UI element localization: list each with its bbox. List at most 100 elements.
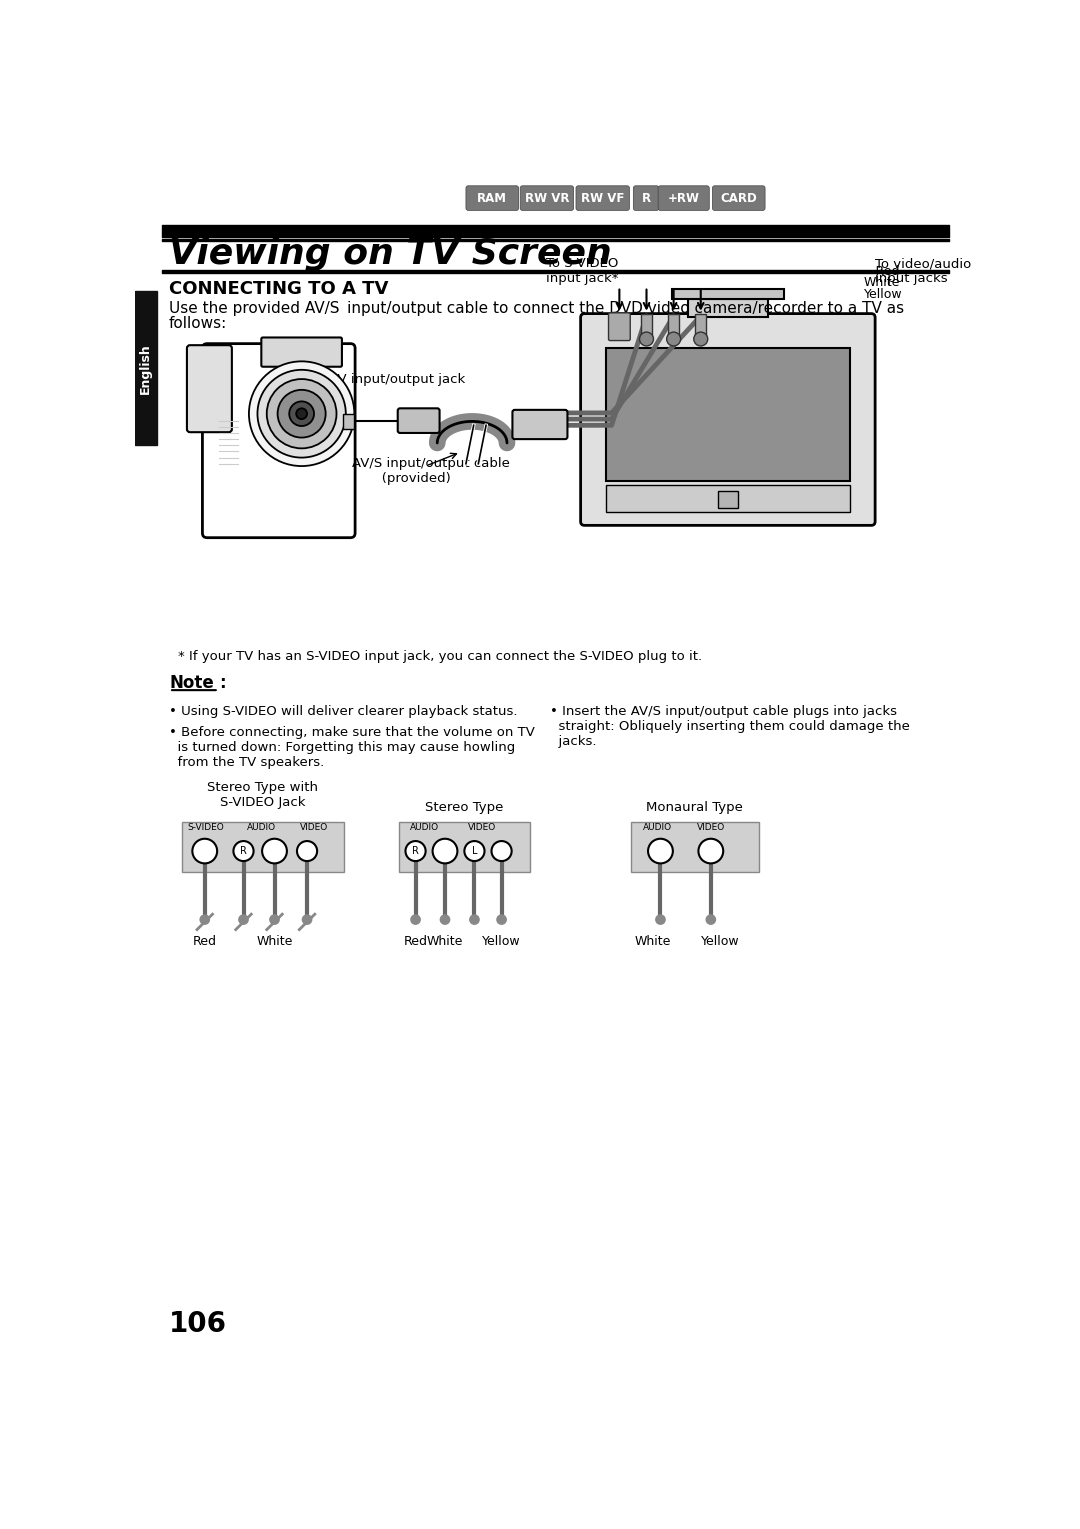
- Circle shape: [262, 839, 287, 864]
- Text: follows:: follows:: [170, 317, 228, 332]
- Bar: [672, 289, 784, 300]
- Text: :: :: [218, 674, 226, 693]
- Text: VIDEO: VIDEO: [300, 824, 328, 832]
- Bar: [135, 292, 157, 445]
- Circle shape: [270, 914, 279, 924]
- Circle shape: [441, 914, 449, 924]
- Circle shape: [706, 914, 715, 924]
- Text: To AV input/output jack: To AV input/output jack: [311, 373, 465, 385]
- FancyBboxPatch shape: [633, 187, 659, 211]
- Text: • Before connecting, make sure that the volume on TV
  is turned down: Forgettin: • Before connecting, make sure that the …: [170, 726, 535, 769]
- Text: Monaural Type: Monaural Type: [646, 801, 743, 815]
- Text: • Using S-VIDEO will deliver clearer playback status.: • Using S-VIDEO will deliver clearer pla…: [170, 705, 517, 717]
- Circle shape: [405, 841, 426, 861]
- Text: 106: 106: [170, 1310, 227, 1338]
- Text: CARD: CARD: [720, 191, 757, 205]
- Circle shape: [267, 379, 337, 448]
- FancyBboxPatch shape: [397, 408, 440, 433]
- Circle shape: [666, 332, 680, 346]
- Text: L: L: [472, 846, 477, 856]
- FancyBboxPatch shape: [576, 187, 630, 211]
- Circle shape: [491, 841, 512, 861]
- Text: CONNECTING TO A TV: CONNECTING TO A TV: [170, 280, 389, 298]
- Text: R: R: [642, 191, 650, 205]
- Text: White: White: [427, 934, 463, 948]
- Circle shape: [289, 402, 314, 427]
- Bar: [688, 300, 768, 318]
- Text: White: White: [864, 277, 900, 289]
- Bar: [606, 349, 850, 482]
- Bar: [631, 821, 759, 872]
- Text: Red: Red: [404, 934, 428, 948]
- FancyBboxPatch shape: [202, 344, 355, 538]
- Text: Red: Red: [192, 934, 217, 948]
- Circle shape: [302, 914, 312, 924]
- Circle shape: [233, 841, 254, 861]
- Text: AV/S input/output cable
       (provided): AV/S input/output cable (provided): [352, 457, 510, 486]
- Text: White: White: [635, 934, 672, 948]
- Text: R: R: [413, 846, 419, 856]
- FancyBboxPatch shape: [261, 338, 342, 367]
- Text: Note: Note: [170, 674, 214, 693]
- Circle shape: [639, 332, 653, 346]
- Text: RW VF: RW VF: [581, 191, 624, 205]
- Bar: [718, 491, 738, 508]
- Circle shape: [433, 839, 458, 864]
- Circle shape: [410, 914, 420, 924]
- FancyBboxPatch shape: [658, 187, 710, 211]
- Text: • Insert the AV/S input/output cable plugs into jacks
  straight: Obliquely inse: • Insert the AV/S input/output cable plu…: [550, 705, 909, 748]
- Text: White: White: [256, 934, 293, 948]
- Circle shape: [200, 914, 210, 924]
- Text: RAM: RAM: [477, 191, 508, 205]
- Text: Yellow: Yellow: [864, 287, 902, 301]
- Text: Yellow: Yellow: [483, 934, 521, 948]
- FancyBboxPatch shape: [187, 346, 232, 433]
- Circle shape: [257, 370, 346, 457]
- Bar: [642, 315, 652, 339]
- Circle shape: [278, 390, 326, 437]
- Text: S-VIDEO: S-VIDEO: [188, 824, 225, 832]
- Text: Viewing on TV Screen: Viewing on TV Screen: [170, 237, 612, 271]
- Text: VIDEO: VIDEO: [469, 824, 497, 832]
- Text: To video/audio
input jacks: To video/audio input jacks: [875, 257, 971, 286]
- Circle shape: [239, 914, 248, 924]
- Text: —Red: —Red: [864, 265, 900, 278]
- FancyBboxPatch shape: [465, 187, 518, 211]
- Text: To S-VIDEO
input jack*: To S-VIDEO input jack*: [545, 257, 618, 286]
- Text: * If your TV has an S-VIDEO input jack, you can connect the S-VIDEO plug to it.: * If your TV has an S-VIDEO input jack, …: [177, 650, 702, 662]
- Text: AUDIO: AUDIO: [643, 824, 672, 832]
- FancyBboxPatch shape: [581, 313, 875, 526]
- Circle shape: [656, 914, 665, 924]
- Text: Yellow: Yellow: [701, 934, 740, 948]
- Bar: [399, 821, 530, 872]
- Circle shape: [192, 839, 217, 864]
- Circle shape: [297, 841, 318, 861]
- Text: AUDIO: AUDIO: [410, 824, 440, 832]
- Circle shape: [296, 408, 307, 419]
- Circle shape: [464, 841, 485, 861]
- Text: +RW: +RW: [667, 191, 700, 205]
- Text: English: English: [139, 342, 152, 393]
- Text: Stereo Type: Stereo Type: [426, 801, 503, 815]
- Bar: [669, 315, 679, 339]
- Text: AUDIO: AUDIO: [247, 824, 276, 832]
- Circle shape: [248, 361, 354, 466]
- Bar: [343, 414, 354, 430]
- Circle shape: [497, 914, 507, 924]
- Text: RW VR: RW VR: [525, 191, 569, 205]
- FancyBboxPatch shape: [608, 313, 631, 341]
- Text: Stereo Type with
S-VIDEO Jack: Stereo Type with S-VIDEO Jack: [207, 781, 319, 809]
- Text: R: R: [240, 846, 247, 856]
- Bar: [606, 485, 850, 512]
- FancyBboxPatch shape: [521, 187, 573, 211]
- Bar: [696, 315, 706, 339]
- Text: VIDEO: VIDEO: [697, 824, 725, 832]
- Circle shape: [699, 839, 724, 864]
- Circle shape: [648, 839, 673, 864]
- Circle shape: [693, 332, 707, 346]
- Circle shape: [470, 914, 480, 924]
- Bar: [181, 821, 345, 872]
- Text: Use the provided AV/S input/output cable to connect the DVD video camera/recorde: Use the provided AV/S input/output cable…: [170, 301, 904, 315]
- FancyBboxPatch shape: [713, 187, 765, 211]
- FancyBboxPatch shape: [512, 410, 567, 439]
